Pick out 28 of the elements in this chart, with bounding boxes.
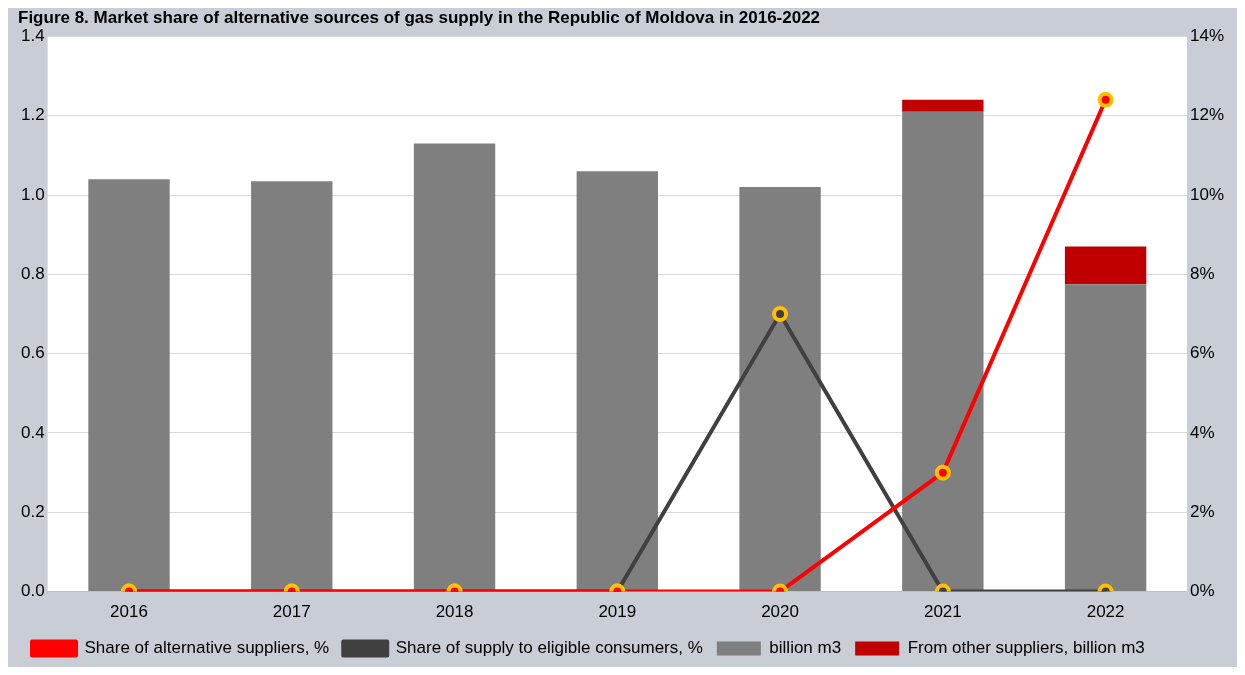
y-tick-label: 1.2 (20, 105, 45, 125)
y-tick-label: 0.8 (20, 264, 45, 284)
y2-tick-label: 4% (1189, 422, 1215, 442)
legend-label: Share of alternative suppliers, % (84, 638, 330, 658)
y2-tick-label: 6% (1189, 343, 1215, 363)
x-tick-label: 2021 (923, 602, 962, 622)
legend-label: From other suppliers, billion m3 (907, 638, 1145, 658)
y2-tick-label: 0% (1189, 581, 1215, 601)
y2-tick-label: 8% (1189, 264, 1215, 284)
y-tick-label: 1.4 (20, 26, 45, 46)
x-tick-label: 2020 (761, 602, 799, 622)
x-tick-label: 2017 (272, 602, 311, 622)
x-tick-label: 2019 (598, 602, 637, 622)
y-tick-label: 0.2 (20, 501, 45, 521)
y-tick-label: 0.6 (20, 343, 45, 363)
y-tick-label: 0.4 (20, 422, 45, 442)
chart-title: Figure 8. Market share of alternative sources of gas supply in the Republic of Moldova in 2016-2022 (18, 7, 821, 27)
x-tick-label: 2016 (110, 602, 148, 622)
x-tick-label: 2018 (435, 602, 474, 622)
y-tick-label: 1.0 (20, 184, 45, 204)
x-tick-label: 2022 (1086, 602, 1125, 622)
legend-label: billion m3 (769, 638, 842, 658)
legend-label: Share of supply to eligible consumers, % (395, 638, 703, 658)
y-tick-label: 0.0 (20, 581, 45, 601)
y2-tick-label: 2% (1189, 501, 1215, 521)
y2-tick-label: 14% (1189, 26, 1225, 46)
y2-tick-label: 10% (1189, 184, 1225, 204)
y2-tick-label: 12% (1189, 105, 1225, 125)
